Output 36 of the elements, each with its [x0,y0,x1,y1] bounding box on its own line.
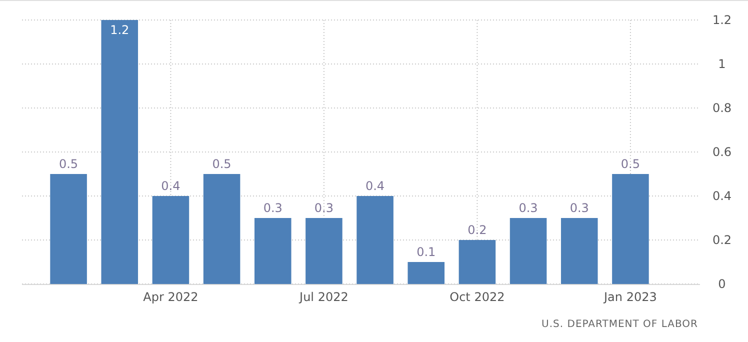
y-tick-label: 0.4 [712,189,732,203]
data-label: 0.5 [212,157,232,171]
data-label: 0.3 [263,201,282,215]
bar [356,196,394,284]
data-label: 0.5 [620,157,640,171]
data-label: 0.4 [365,179,385,193]
bar [560,218,598,284]
x-tick-label: Oct 2022 [450,290,505,304]
bar [510,218,547,284]
data-label: 0.5 [58,157,78,171]
data-label: 0.1 [416,245,436,259]
bar [101,20,138,284]
bar [306,218,342,284]
y-tick-label: 0 [718,277,726,291]
y-tick-label: 0.8 [712,101,732,115]
text: U.S. DEPARTMENT OF LABOR [542,319,698,330]
bar [254,218,292,284]
data-label: 0.4 [161,179,180,193]
x-tick-label: Apr 2022 [143,290,198,304]
data-label: 0.3 [314,201,334,215]
bar [50,174,87,284]
x-tick-label: Jan 2023 [603,290,657,304]
y-tick-label: 1 [718,57,726,71]
data-label: 1.2 [110,23,130,37]
bar [408,262,445,284]
y-tick-label: 0.6 [712,145,732,159]
y-tick-label: 1.2 [712,13,732,27]
bar [203,174,240,284]
bar [458,240,496,284]
data-label: 0.3 [570,201,589,215]
x-tick-label: Jul 2022 [298,290,348,304]
data-label: 0.3 [518,201,538,215]
data-label: 0.2 [468,223,487,237]
bar [152,196,190,284]
bar [612,174,649,284]
y-tick-label: 0.2 [712,233,732,247]
